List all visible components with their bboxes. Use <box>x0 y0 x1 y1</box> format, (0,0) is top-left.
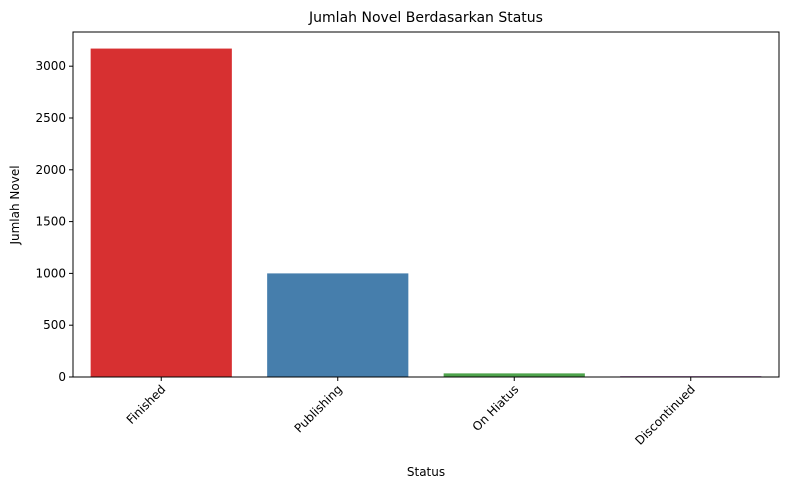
y-tick-label: 500 <box>43 318 66 332</box>
bar-publishing <box>267 273 409 377</box>
bar-finished <box>90 48 232 378</box>
x-axis-label: Status <box>407 465 445 479</box>
y-tick-label: 2000 <box>35 163 66 177</box>
x-tick-label: Finished <box>124 382 169 427</box>
bars-group <box>90 48 762 378</box>
y-tick-label: 2500 <box>35 111 66 125</box>
bar-on-hiatus <box>443 373 585 377</box>
x-tick-label: Discontinued <box>632 382 697 447</box>
y-axis-label: Jumlah Novel <box>8 165 22 245</box>
y-tick-label: 0 <box>58 370 66 384</box>
y-axis: 0 500 1000 1500 2000 2500 3000 <box>35 59 73 384</box>
y-tick-label: 1500 <box>35 215 66 229</box>
y-tick-label: 3000 <box>35 59 66 73</box>
x-tick-label: On Hiatus <box>470 382 522 434</box>
chart-title: Jumlah Novel Berdasarkan Status <box>308 10 543 26</box>
x-tick-label: Publishing <box>292 382 345 435</box>
x-axis: Finished Publishing On Hiatus Discontinued <box>124 377 698 448</box>
plot-frame <box>72 31 780 378</box>
y-tick-label: 1000 <box>35 266 66 280</box>
